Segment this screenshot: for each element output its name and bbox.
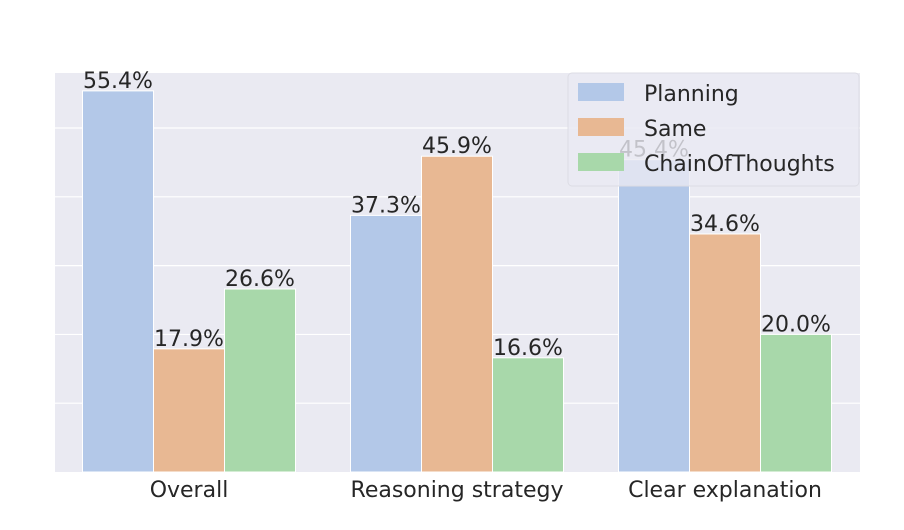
x-tick-label: Overall [150,478,229,503]
bar [224,288,296,473]
bar [689,233,761,473]
data-label: 34.6% [690,212,760,237]
bar [492,357,564,473]
bar [153,348,225,473]
bar [618,159,690,473]
x-tick-labels: Overall Reasoning strategy Clear explanati… [150,478,822,503]
legend-label: ChainOfThoughts [644,152,835,177]
data-label: 20.0% [761,312,831,337]
data-label: 26.6% [225,267,295,292]
legend-label: Same [644,117,706,142]
data-labels: 55.4%17.9%26.6%37.3%45.9%16.6%45.4%34.6%… [83,69,831,361]
legend-swatch [578,118,624,136]
data-label: 45.9% [422,134,492,159]
legend: Planning Same ChainOfThoughts [567,72,860,187]
legend-label: Planning [644,82,739,107]
data-label: 55.4% [83,69,153,94]
data-label: 17.9% [154,327,224,352]
bar [82,90,154,473]
data-label: 37.3% [351,193,421,218]
x-tick-label: Clear explanation [628,478,822,503]
data-label: 16.6% [493,336,563,361]
bar [350,214,422,473]
bar [421,155,493,473]
bar [760,333,832,473]
legend-swatch [578,153,624,171]
bars [82,90,832,473]
legend-box [567,72,860,187]
x-tick-label: Reasoning strategy [351,478,564,503]
legend-swatch [578,83,624,101]
